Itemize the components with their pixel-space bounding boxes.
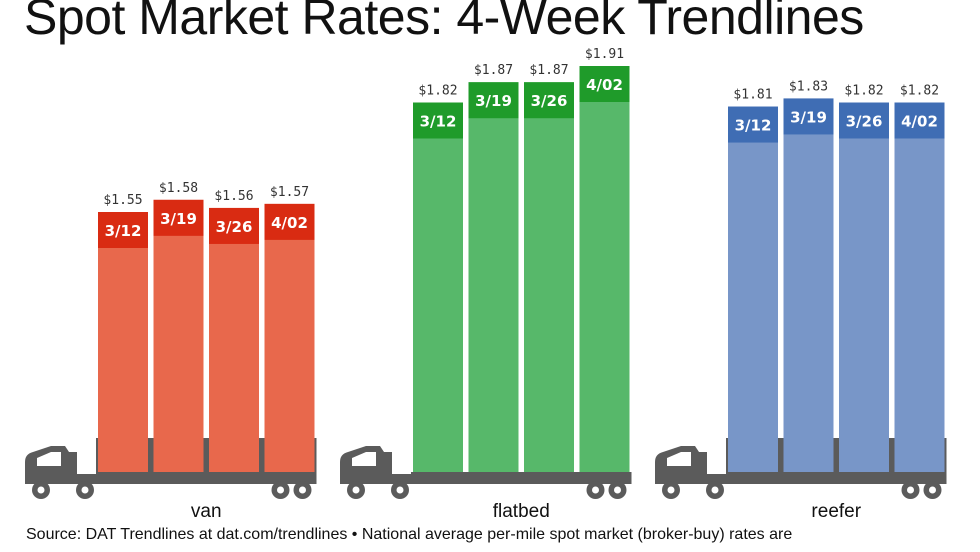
truck-hubcap-icon bbox=[277, 486, 284, 494]
truck-chassis bbox=[707, 474, 730, 484]
van-bar-cap-3 bbox=[264, 203, 315, 240]
truck-hubcap-icon bbox=[299, 486, 306, 494]
flatbed-bar-cap-0 bbox=[413, 102, 463, 139]
flatbed-date-label-1: 3/19 bbox=[475, 92, 512, 110]
reefer-date-label-1: 3/19 bbox=[790, 108, 827, 126]
truck-hubcap-icon bbox=[667, 486, 675, 494]
truck-hubcap-icon bbox=[352, 486, 360, 494]
van-value-label-0: $1.55 bbox=[103, 193, 142, 208]
van-bar-3 bbox=[264, 203, 315, 472]
truck-hubcap-icon bbox=[592, 486, 599, 494]
reefer-value-label-2: $1.82 bbox=[844, 84, 883, 99]
van-bar-cap-2 bbox=[209, 207, 259, 244]
van-date-label-3: 4/02 bbox=[271, 214, 308, 232]
truck-window-icon bbox=[352, 452, 376, 466]
van-date-label-1: 3/19 bbox=[160, 210, 197, 228]
flatbed-bar-cap-2 bbox=[524, 82, 574, 119]
van-bar-cap-1 bbox=[153, 199, 204, 236]
flatbed-bar-0 bbox=[413, 102, 463, 472]
van-bar-cap-0 bbox=[98, 212, 148, 248]
van-date-label-2: 3/26 bbox=[216, 218, 253, 236]
truck-chassis bbox=[77, 474, 100, 484]
reefer-bar-3 bbox=[894, 102, 945, 472]
source-note: Source: DAT Trendlines at dat.com/trendl… bbox=[26, 526, 793, 543]
flatbed-value-label-0: $1.82 bbox=[418, 84, 457, 99]
reefer-bar-cap-2 bbox=[839, 102, 889, 139]
van-value-label-3: $1.57 bbox=[270, 185, 309, 200]
reefer-value-label-0: $1.81 bbox=[733, 88, 772, 103]
van-bar-1 bbox=[153, 199, 204, 473]
truck-hubcap-icon bbox=[37, 486, 45, 494]
truck-window-icon bbox=[37, 452, 61, 466]
reefer-group-label: reefer bbox=[811, 501, 861, 522]
reefer-bar-0 bbox=[728, 106, 778, 473]
reefer-bar-2 bbox=[839, 102, 889, 472]
flatbed-value-label-1: $1.87 bbox=[474, 63, 513, 78]
chart-title: Spot Market Rates: 4-Week Trendlines bbox=[24, 0, 864, 45]
van-value-label-1: $1.58 bbox=[159, 181, 198, 196]
van-bar-0 bbox=[98, 212, 148, 472]
flatbed-bar-cap-1 bbox=[468, 82, 519, 119]
van-group-label: van bbox=[191, 501, 222, 522]
van-value-label-2: $1.56 bbox=[214, 189, 253, 204]
reefer-date-label-3: 4/02 bbox=[901, 113, 938, 131]
reefer-bar-cap-0 bbox=[728, 106, 778, 143]
flatbed-date-label-2: 3/26 bbox=[531, 92, 568, 110]
van-bar-2 bbox=[209, 207, 259, 472]
flatbed-date-label-3: 4/02 bbox=[586, 76, 623, 94]
reefer-date-label-2: 3/26 bbox=[846, 113, 883, 131]
truck-hubcap-icon bbox=[614, 486, 621, 494]
flatbed-date-label-0: 3/12 bbox=[420, 113, 457, 131]
reefer-bar-cap-3 bbox=[894, 102, 945, 139]
reefer-bar-1 bbox=[783, 98, 834, 472]
truck-deck bbox=[411, 472, 632, 484]
truck-chassis bbox=[392, 474, 415, 484]
flatbed-bar-1 bbox=[468, 82, 519, 472]
flatbed-bar-cap-3 bbox=[579, 66, 630, 102]
reefer-bar-cap-1 bbox=[783, 98, 834, 135]
van-date-label-0: 3/12 bbox=[105, 222, 142, 240]
flatbed-bar-2 bbox=[524, 82, 574, 472]
flatbed-value-label-3: $1.91 bbox=[585, 47, 624, 62]
truck-hubcap-icon bbox=[929, 486, 936, 494]
truck-hubcap-icon bbox=[711, 486, 719, 494]
truck-hubcap-icon bbox=[396, 486, 404, 494]
truck-hubcap-icon bbox=[907, 486, 914, 494]
truck-window-icon bbox=[667, 452, 691, 466]
truck-hubcap-icon bbox=[81, 486, 89, 494]
flatbed-value-label-2: $1.87 bbox=[529, 63, 568, 78]
flatbed-bar-3 bbox=[579, 66, 630, 472]
reefer-value-label-1: $1.83 bbox=[789, 79, 828, 94]
flatbed-group-label: flatbed bbox=[493, 501, 550, 522]
reefer-value-label-3: $1.82 bbox=[900, 84, 939, 99]
reefer-date-label-0: 3/12 bbox=[735, 117, 772, 135]
